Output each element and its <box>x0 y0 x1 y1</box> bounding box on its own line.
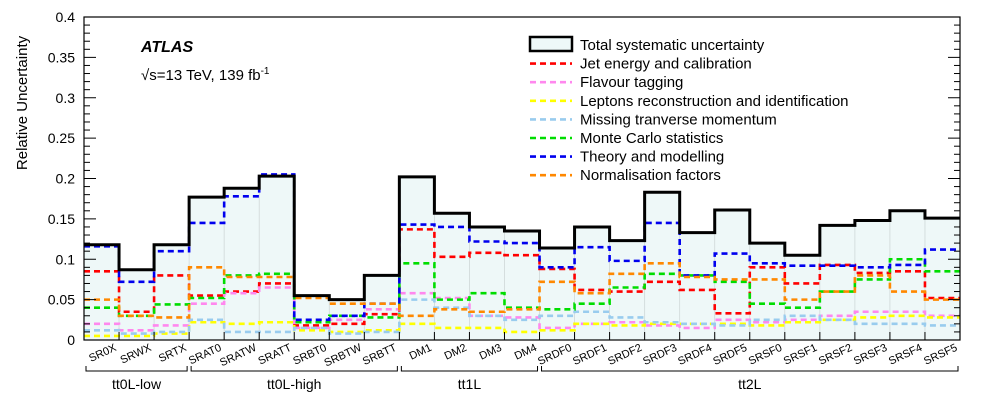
total-fill-bin-srdf5 <box>714 209 750 340</box>
series-line-monte-carlo-statistics <box>84 257 960 324</box>
total-fill-bin-sratw <box>224 188 260 340</box>
x-tick-label-srsf5: SRSF5 <box>922 342 959 368</box>
group-bracket-tt0l-high <box>190 366 398 372</box>
y-tick-label: 0.25 <box>48 130 75 146</box>
legend-label-leptons-reconstruction-and-identification: Leptons reconstruction and identificatio… <box>580 93 849 110</box>
series-line-total-systematic-uncertainty <box>84 174 960 302</box>
legend-label-theory-and-modelling: Theory and modelling <box>580 149 724 166</box>
total-fill-bin-srsf2 <box>819 225 855 340</box>
y-tick-label: 0.4 <box>56 9 76 25</box>
x-tick-label-dm2: DM2 <box>443 342 469 363</box>
group-bracket-tt2l <box>541 366 959 372</box>
total-fill-bin-srtx <box>154 244 190 340</box>
x-tick-label-dm4: DM4 <box>513 342 539 363</box>
legend-label-monte-carlo-statistics: Monte Carlo statistics <box>580 130 723 147</box>
x-tick-label-srbtw: SRBTW <box>323 342 365 370</box>
x-tick-label-srsf2: SRSF2 <box>817 342 854 368</box>
series-lines <box>84 173 960 338</box>
total-fill-bin-dm4 <box>504 230 540 340</box>
legend-label-normalisation-factors: Normalisation factors <box>580 167 721 184</box>
x-tick-label-srwx: SRWX <box>119 342 154 367</box>
total-fill-bin-sratt <box>259 176 295 340</box>
total-fill-bin-srsf1 <box>784 255 820 340</box>
total-fill-bin-srwx <box>119 269 155 340</box>
group-label-tt2l: tt2L <box>738 376 762 392</box>
group-label-tt0l-low: tt0L-low <box>112 376 162 392</box>
x-tick-label-srsf0: SRSF0 <box>747 342 784 368</box>
x-tick-label-srsf3: SRSF3 <box>852 342 889 368</box>
group-bracket-tt1l <box>400 366 539 372</box>
energy-superscript: -1 <box>261 66 270 77</box>
group-bracket-tt0l-low <box>85 366 188 372</box>
total-uncertainty-fill <box>84 176 960 340</box>
x-tick-label-srat0: SRAT0 <box>187 342 223 368</box>
x-tick-label-srtx: SRTX <box>157 342 189 365</box>
x-tick-label-srsf4: SRSF4 <box>887 342 924 368</box>
x-tick-label-srdf4: SRDF4 <box>676 342 714 368</box>
group-label-tt0l-high: tt0L-high <box>267 376 321 392</box>
total-fill-bin-srdf3 <box>644 192 680 340</box>
group-label-tt1l: tt1L <box>458 376 482 392</box>
legend: Total systematic uncertainty Jet energy a… <box>528 35 849 184</box>
total-fill-bin-srsf0 <box>749 243 785 340</box>
total-fill-bin-srsf5 <box>924 218 960 340</box>
total-fill-bin-srdf1 <box>574 226 610 340</box>
x-tick-label-srdf5: SRDF5 <box>711 342 749 368</box>
y-tick-label: 0.3 <box>56 90 76 106</box>
legend-swatch-total-systematic-uncertainty <box>528 35 574 53</box>
legend-label-flavour-tagging: Flavour tagging <box>580 74 683 91</box>
total-fill-bin-dm1 <box>399 176 435 340</box>
total-fill-bin-dm3 <box>469 226 505 340</box>
total-fill-bin-srdf4 <box>679 232 715 340</box>
total-fill-bin-dm2 <box>434 213 470 340</box>
y-tick-label: 0.05 <box>48 292 75 308</box>
x-tick-label-srbtt: SRBTT <box>361 342 399 368</box>
y-tick-label: 0.35 <box>48 49 75 65</box>
energy-text: √s=13 TeV, 139 fb <box>141 67 261 84</box>
x-tick-label-dm3: DM3 <box>478 342 504 363</box>
legend-label-total-systematic-uncertainty: Total systematic uncertainty <box>580 37 765 54</box>
x-tick-label-srdf2: SRDF2 <box>606 342 644 368</box>
x-tick-label-sratw: SRATW <box>218 342 259 370</box>
y-axis-title: Relative Uncertainty <box>14 35 31 170</box>
legend-label-jet-energy-and-calibration: Jet energy and calibration <box>580 56 752 73</box>
y-tick-label: 0 <box>67 332 75 348</box>
energy-label: √s=13 TeV, 139 fb-1 <box>141 66 270 84</box>
atlas-label: ATLAS <box>140 39 193 56</box>
x-tick-label-dm1: DM1 <box>408 342 434 363</box>
total-fill-bin-srsf4 <box>889 210 925 340</box>
series-line-normalisation-factors <box>84 261 960 319</box>
x-tick-label-srbt0: SRBT0 <box>291 342 328 368</box>
x-tick-label-srsf1: SRSF1 <box>782 342 819 368</box>
total-fill-bin-srbt0 <box>294 295 330 340</box>
x-tick-label-sratt: SRATT <box>256 342 293 368</box>
y-tick-label: 0.1 <box>56 251 76 267</box>
x-tick-label-sr0x: SR0X <box>87 342 119 365</box>
x-tick-label-srdf3: SRDF3 <box>641 342 679 368</box>
y-tick-label: 0.2 <box>56 171 76 187</box>
series-line-missing-tranverse-momentum <box>84 298 960 335</box>
y-tick-label: 0.15 <box>48 211 75 227</box>
region-groups: tt0L-low tt0L-high tt1L tt2L <box>85 366 959 392</box>
y-axis: 0 0.05 0.1 0.15 0.2 0.25 0.3 0.35 0.4 <box>48 9 960 348</box>
series-line-jet-energy-and-calibration <box>84 228 960 327</box>
total-fill-bin-srdf0 <box>539 247 575 340</box>
legend-label-missing-tranverse-momentum: Missing tranverse momentum <box>580 111 777 128</box>
x-tick-label-srdf1: SRDF1 <box>571 342 609 368</box>
x-tick-label-srdf0: SRDF0 <box>536 342 574 368</box>
